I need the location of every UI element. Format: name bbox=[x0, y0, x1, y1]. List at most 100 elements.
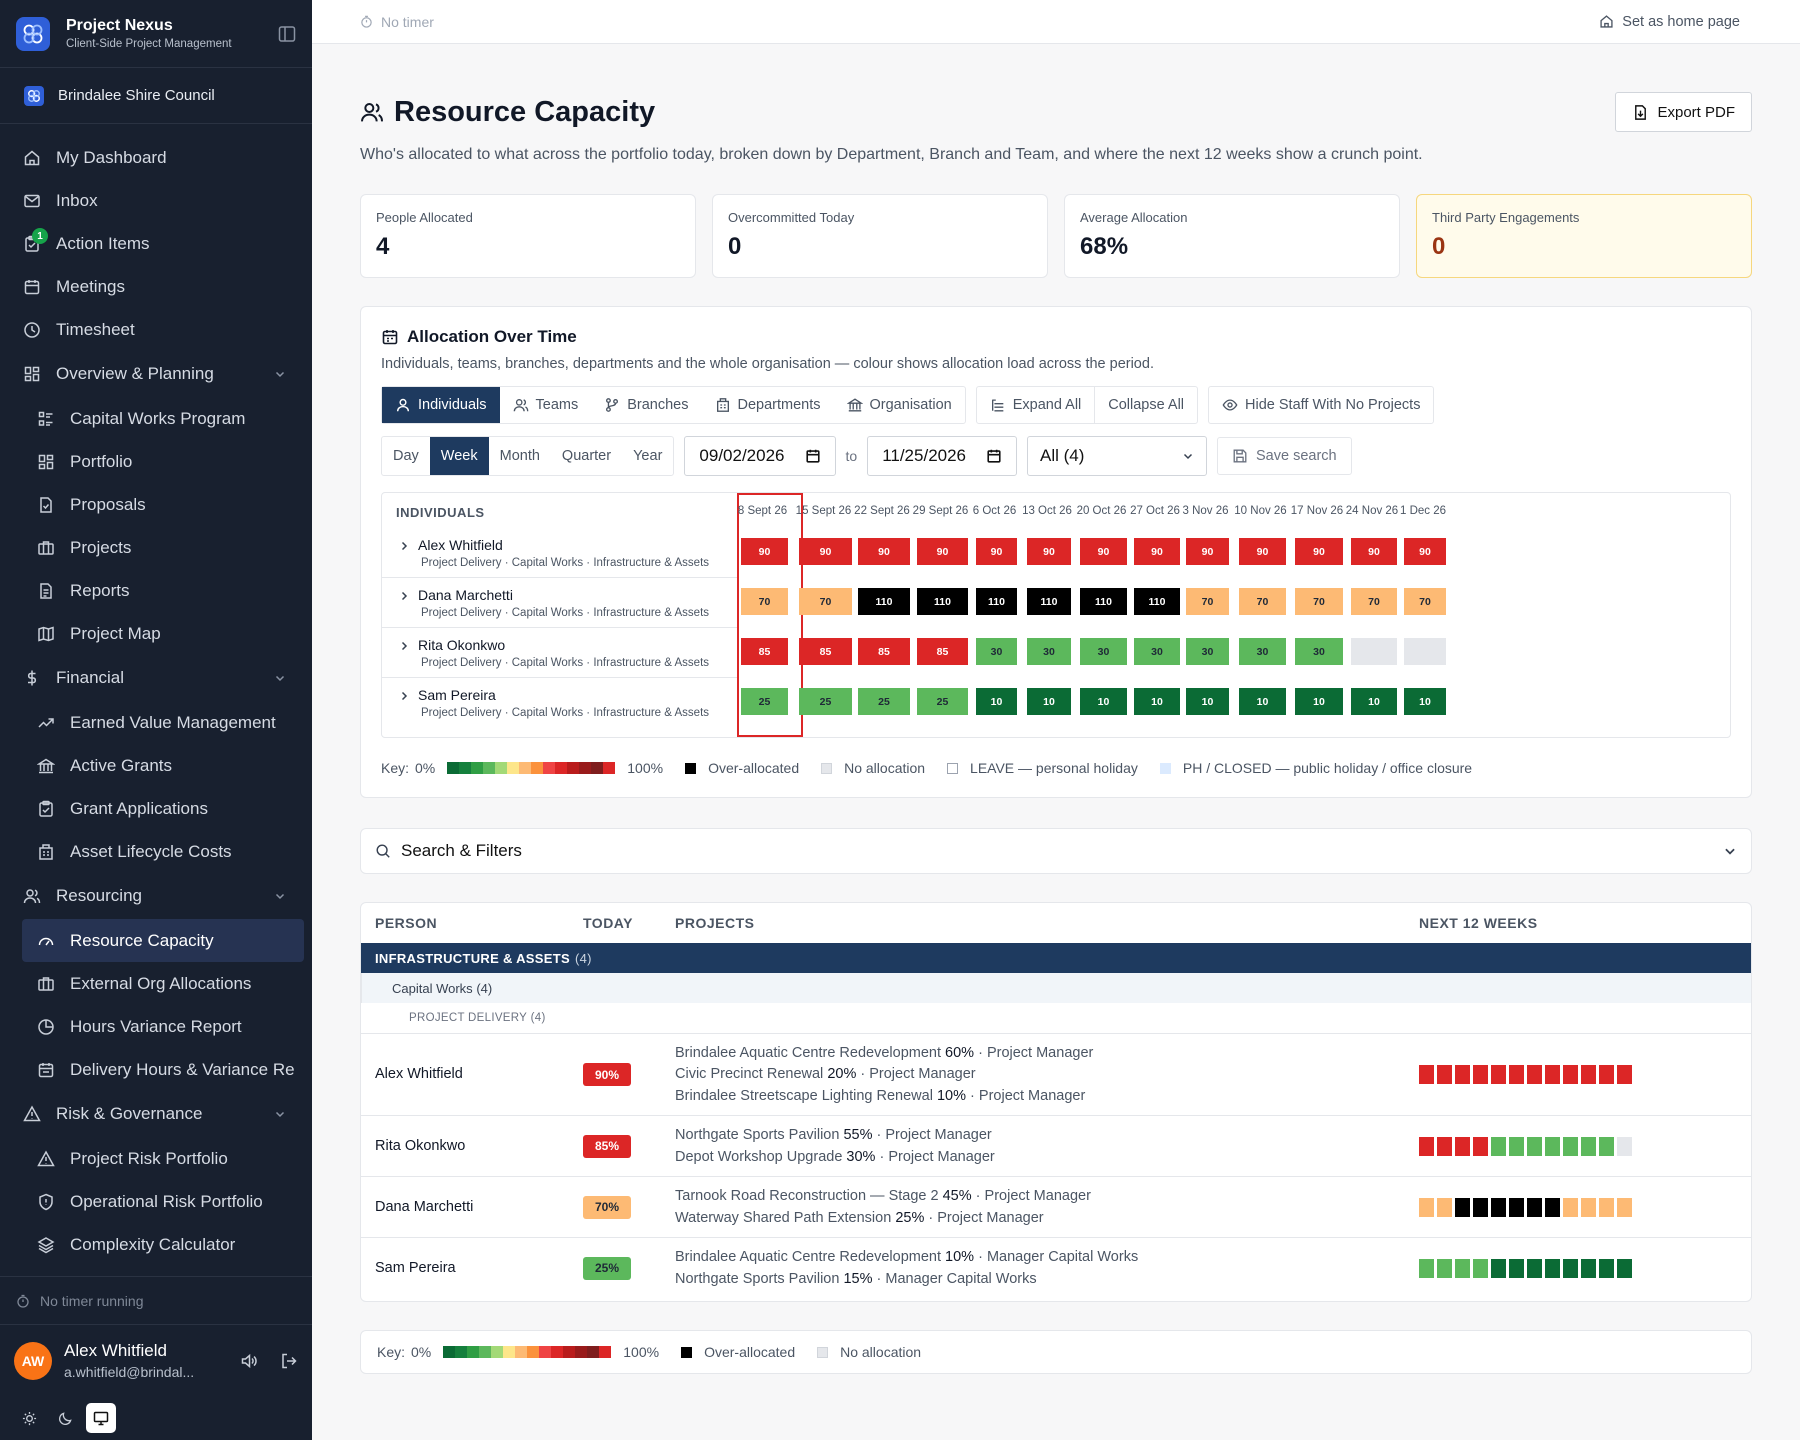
date-to-input[interactable]: 11/25/2026 bbox=[867, 436, 1018, 476]
heatmap-cell[interactable]: 90 bbox=[1027, 538, 1071, 565]
heatmap-cell[interactable]: 90 bbox=[1134, 538, 1180, 565]
heatmap-cell[interactable]: 90 bbox=[976, 538, 1017, 565]
table-row[interactable]: Rita Okonkwo 85% Northgate Sports Pavilion… bbox=[361, 1115, 1751, 1176]
heatmap-cell[interactable]: 110 bbox=[976, 588, 1017, 615]
heatmap-row[interactable]: Alex Whitfield Project Delivery · Capital… bbox=[382, 529, 742, 579]
branch-group-row[interactable]: PROJECT DELIVERY (4) bbox=[361, 1003, 1751, 1033]
heatmap-cell[interactable]: 90 bbox=[1295, 538, 1343, 565]
nav-meetings[interactable]: Meetings bbox=[0, 265, 312, 308]
heatmap-cell[interactable]: 90 bbox=[858, 538, 910, 565]
heatmap-row[interactable]: Dana Marchetti Project Delivery · Capital… bbox=[382, 579, 742, 629]
heatmap-cell[interactable]: 70 bbox=[741, 588, 788, 615]
nav-resourcing[interactable]: Resourcing bbox=[0, 873, 312, 919]
chevron-right-icon[interactable] bbox=[398, 590, 410, 602]
nav-action-items[interactable]: 1 Action Items bbox=[0, 222, 312, 265]
heatmap-cell[interactable]: 25 bbox=[741, 688, 788, 715]
logout-icon[interactable] bbox=[280, 1352, 298, 1370]
export-pdf-button[interactable]: Export PDF bbox=[1615, 92, 1752, 132]
collapse-all-button[interactable]: Collapse All bbox=[1094, 387, 1197, 423]
heatmap-cell[interactable]: 30 bbox=[1186, 638, 1229, 665]
heatmap-cell[interactable] bbox=[1351, 638, 1397, 665]
heatmap-cell[interactable]: 90 bbox=[741, 538, 788, 565]
calendar-icon[interactable] bbox=[986, 448, 1002, 464]
table-row[interactable]: Sam Pereira 25% Brindalee Aquatic Centre R… bbox=[361, 1237, 1751, 1298]
nav-risk-governance[interactable]: Risk & Governance bbox=[0, 1091, 312, 1137]
heatmap-row[interactable]: Sam Pereira Project Delivery · Capital Wo… bbox=[382, 679, 742, 729]
nav-capital-works-program[interactable]: Capital Works Program bbox=[0, 397, 312, 440]
heatmap-cell[interactable]: 30 bbox=[976, 638, 1017, 665]
heatmap-cell[interactable]: 85 bbox=[799, 638, 852, 665]
team-group-row[interactable]: Capital Works (4) bbox=[361, 973, 1751, 1003]
expand-all-button[interactable]: Expand All bbox=[977, 387, 1095, 423]
dept-group-row[interactable]: INFRASTRUCTURE & ASSETS (4) bbox=[361, 943, 1751, 973]
tab-organisation[interactable]: Organisation bbox=[834, 387, 965, 423]
monitor-icon[interactable] bbox=[86, 1403, 116, 1433]
heatmap-cell[interactable]: 90 bbox=[799, 538, 852, 565]
heatmap-cell[interactable]: 25 bbox=[858, 688, 910, 715]
heatmap-cell[interactable]: 90 bbox=[1404, 538, 1446, 565]
heatmap-cell[interactable]: 90 bbox=[1239, 538, 1286, 565]
chevron-right-icon[interactable] bbox=[398, 640, 410, 652]
project-line[interactable]: Northgate Sports Pavilion 55% · Project … bbox=[675, 1125, 995, 1147]
volume-icon[interactable] bbox=[240, 1352, 258, 1370]
heatmap-cell[interactable]: 10 bbox=[976, 688, 1017, 715]
heatmap-cell[interactable]: 70 bbox=[1351, 588, 1397, 615]
heatmap-cell[interactable]: 25 bbox=[799, 688, 852, 715]
project-line[interactable]: Waterway Shared Path Extension 25% · Pro… bbox=[675, 1208, 1091, 1230]
heatmap-cell[interactable]: 30 bbox=[1027, 638, 1071, 665]
heatmap-cell[interactable]: 85 bbox=[858, 638, 910, 665]
nav-external-org[interactable]: External Org Allocations bbox=[0, 962, 312, 1005]
nav-complexity[interactable]: Complexity Calculator bbox=[0, 1223, 312, 1266]
nav-operational-risk[interactable]: Operational Risk Portfolio bbox=[0, 1180, 312, 1223]
nav-inbox[interactable]: Inbox bbox=[0, 179, 312, 222]
project-line[interactable]: Tarnook Road Reconstruction — Stage 2 45… bbox=[675, 1186, 1091, 1208]
nav-project-map[interactable]: Project Map bbox=[0, 612, 312, 655]
heatmap-cell[interactable]: 10 bbox=[1134, 688, 1180, 715]
nav-timesheet[interactable]: Timesheet bbox=[0, 308, 312, 351]
calendar-icon[interactable] bbox=[805, 448, 821, 464]
heatmap-cell[interactable]: 70 bbox=[799, 588, 852, 615]
heatmap-cell[interactable]: 110 bbox=[1134, 588, 1180, 615]
heatmap-cell[interactable]: 90 bbox=[917, 538, 968, 565]
moon-icon[interactable] bbox=[50, 1403, 80, 1433]
nav-delivery-hours[interactable]: Delivery Hours & Variance Re bbox=[0, 1048, 312, 1091]
heatmap-cell[interactable]: 30 bbox=[1295, 638, 1343, 665]
heatmap-cell[interactable]: 30 bbox=[1239, 638, 1286, 665]
heatmap-cell[interactable]: 110 bbox=[1027, 588, 1071, 615]
chevron-right-icon[interactable] bbox=[398, 690, 410, 702]
period-quarter[interactable]: Quarter bbox=[551, 437, 622, 475]
heatmap-cell[interactable]: 110 bbox=[1080, 588, 1127, 615]
heatmap-cell[interactable]: 30 bbox=[1134, 638, 1180, 665]
table-row[interactable]: Dana Marchetti 70% Tarnook Road Reconstruc… bbox=[361, 1176, 1751, 1237]
nav-project-risk[interactable]: Project Risk Portfolio bbox=[0, 1137, 312, 1180]
project-line[interactable]: Civic Precinct Renewal 20% · Project Man… bbox=[675, 1064, 1093, 1086]
nav-overview-planning[interactable]: Overview & Planning bbox=[0, 351, 312, 397]
heatmap-cell[interactable]: 10 bbox=[1080, 688, 1127, 715]
nav-portfolio[interactable]: Portfolio bbox=[0, 440, 312, 483]
search-filters-toggle[interactable]: Search & Filters bbox=[360, 828, 1752, 874]
set-home-button[interactable]: Set as home page bbox=[1599, 14, 1740, 30]
nav-projects[interactable]: Projects bbox=[0, 526, 312, 569]
sun-icon[interactable] bbox=[14, 1403, 44, 1433]
heatmap-cell[interactable]: 90 bbox=[1186, 538, 1229, 565]
period-day[interactable]: Day bbox=[382, 437, 430, 475]
nav-earned-value[interactable]: Earned Value Management bbox=[0, 701, 312, 744]
heatmap-cell[interactable]: 70 bbox=[1239, 588, 1286, 615]
heatmap-cell[interactable]: 70 bbox=[1186, 588, 1229, 615]
heatmap-cell[interactable]: 30 bbox=[1080, 638, 1127, 665]
nav-active-grants[interactable]: Active Grants bbox=[0, 744, 312, 787]
tab-branches[interactable]: Branches bbox=[591, 387, 701, 423]
date-from-input[interactable]: 09/02/2026 bbox=[684, 436, 836, 476]
heatmap-cell[interactable]: 10 bbox=[1404, 688, 1446, 715]
user-card[interactable]: AW Alex Whitfield a.whitfield@brindal... bbox=[0, 1324, 312, 1396]
nav-financial[interactable]: Financial bbox=[0, 655, 312, 701]
tab-individuals[interactable]: Individuals bbox=[382, 387, 500, 423]
heatmap-cell[interactable]: 10 bbox=[1027, 688, 1071, 715]
people-filter-select[interactable]: All (4) bbox=[1027, 436, 1208, 476]
project-line[interactable]: Brindalee Aquatic Centre Redevelopment 1… bbox=[675, 1247, 1138, 1269]
project-line[interactable]: Brindalee Streetscape Lighting Renewal 1… bbox=[675, 1086, 1093, 1108]
heatmap-cell[interactable]: 110 bbox=[917, 588, 968, 615]
heatmap-cell[interactable]: 10 bbox=[1239, 688, 1286, 715]
save-search-button[interactable]: Save search bbox=[1217, 437, 1352, 475]
heatmap-cell[interactable]: 85 bbox=[917, 638, 968, 665]
